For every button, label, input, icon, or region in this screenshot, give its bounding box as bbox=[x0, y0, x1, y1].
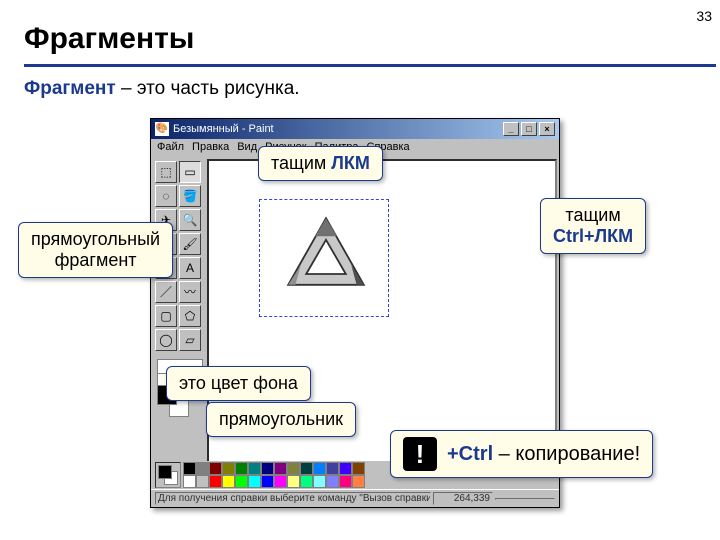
callout-bg-color: это цвет фона bbox=[166, 366, 311, 401]
close-button[interactable]: × bbox=[539, 122, 555, 136]
tool-text[interactable]: A bbox=[179, 257, 201, 279]
palette-swatch[interactable] bbox=[183, 475, 196, 488]
tool-freeform-select[interactable]: ⬚ bbox=[155, 161, 177, 183]
triangle-shape bbox=[281, 211, 371, 301]
tool-polygon[interactable]: ⬠ bbox=[179, 305, 201, 327]
callout-ctrl-lmb: тащим Ctrl+ЛКМ bbox=[540, 198, 646, 254]
note-bang-icon: ! bbox=[403, 437, 437, 471]
statusbar: Для получения справки выберите команду "… bbox=[151, 489, 559, 507]
note-text: +Ctrl – копирование! bbox=[447, 443, 640, 466]
slide-number: 33 bbox=[696, 8, 712, 24]
palette-swatch[interactable] bbox=[352, 475, 365, 488]
titlebar: 🎨 Безымянный - Paint _ □ × bbox=[151, 119, 559, 139]
callout-lmb-hl: ЛКМ bbox=[331, 153, 370, 173]
callout-rect-fragment: прямоугольный фрагмент bbox=[18, 222, 173, 278]
tool-brush[interactable]: 🖌 bbox=[179, 233, 201, 255]
status-coords: 264,339 bbox=[433, 492, 493, 505]
menu-edit[interactable]: Правка bbox=[192, 141, 229, 155]
palette-grid bbox=[183, 462, 365, 488]
callout-select-rect: прямоугольник bbox=[206, 402, 356, 437]
minimize-button[interactable]: _ bbox=[503, 122, 519, 136]
callout-ctrl-text2: Ctrl+ЛКМ bbox=[553, 226, 633, 247]
palette-swatch[interactable] bbox=[196, 475, 209, 488]
callout-rect-frag-b: фрагмент bbox=[31, 250, 160, 271]
tool-rect[interactable]: ▢ bbox=[155, 305, 177, 327]
palette-swatch[interactable] bbox=[235, 475, 248, 488]
palette-swatch[interactable] bbox=[222, 462, 235, 475]
palette-swatch[interactable] bbox=[326, 475, 339, 488]
note-ctrl-copy: ! +Ctrl – копирование! bbox=[390, 430, 653, 478]
callout-lmb: тащим ЛКМ bbox=[258, 146, 383, 181]
definition-rest: – это часть рисунка. bbox=[116, 78, 300, 99]
callout-bg-text: это цвет фона bbox=[179, 373, 298, 393]
palette-swatch[interactable] bbox=[274, 462, 287, 475]
palette-swatch[interactable] bbox=[274, 475, 287, 488]
definition-term: Фрагмент bbox=[24, 78, 116, 99]
palette-swatch[interactable] bbox=[183, 462, 196, 475]
note-prefix: +Ctrl bbox=[447, 443, 493, 465]
callout-lmb-text: тащим bbox=[271, 153, 331, 173]
palette-swatch[interactable] bbox=[235, 462, 248, 475]
palette-swatch[interactable] bbox=[222, 475, 235, 488]
title-rule bbox=[24, 64, 716, 67]
palette-swatch[interactable] bbox=[313, 475, 326, 488]
palette-swatch[interactable] bbox=[248, 462, 261, 475]
tool-rect-select[interactable]: ▭ bbox=[179, 161, 201, 183]
menu-view[interactable]: Вид bbox=[237, 141, 257, 155]
palette-swatch[interactable] bbox=[300, 462, 313, 475]
palette-swatch[interactable] bbox=[352, 462, 365, 475]
palette-preview[interactable] bbox=[155, 462, 181, 488]
palette-swatch[interactable] bbox=[287, 462, 300, 475]
tool-roundrect[interactable]: ▱ bbox=[179, 329, 201, 351]
palette-swatch[interactable] bbox=[339, 462, 352, 475]
tool-line[interactable]: ／ bbox=[155, 281, 177, 303]
palette-swatch[interactable] bbox=[287, 475, 300, 488]
palette-swatch[interactable] bbox=[326, 462, 339, 475]
menu-file[interactable]: Файл bbox=[157, 141, 184, 155]
callout-rect-frag-a: прямоугольный bbox=[31, 229, 160, 250]
tool-fill[interactable]: 🪣 bbox=[179, 185, 201, 207]
palette-swatch[interactable] bbox=[313, 462, 326, 475]
palette-swatch[interactable] bbox=[196, 462, 209, 475]
window-title: Безымянный - Paint bbox=[173, 123, 274, 135]
status-help: Для получения справки выберите команду "… bbox=[155, 492, 431, 505]
callout-ctrl-text1: тащим bbox=[553, 205, 633, 226]
maximize-button[interactable]: □ bbox=[521, 122, 537, 136]
tool-curve[interactable]: 〰 bbox=[179, 281, 201, 303]
tool-magnify[interactable]: 🔍 bbox=[179, 209, 201, 231]
palette-swatch[interactable] bbox=[261, 462, 274, 475]
app-icon: 🎨 bbox=[155, 122, 169, 136]
definition-text: Фрагмент – это часть рисунка. bbox=[24, 78, 300, 100]
callout-selrect-text: прямоугольник bbox=[219, 409, 343, 429]
palette-swatch[interactable] bbox=[209, 462, 222, 475]
palette-swatch[interactable] bbox=[300, 475, 313, 488]
tool-ellipse[interactable]: ◯ bbox=[155, 329, 177, 351]
palette-swatch[interactable] bbox=[261, 475, 274, 488]
palette-swatch[interactable] bbox=[248, 475, 261, 488]
palette-swatch[interactable] bbox=[209, 475, 222, 488]
status-size bbox=[495, 498, 555, 500]
note-rest: – копирование! bbox=[493, 443, 640, 465]
tool-eraser[interactable]: ◌ bbox=[155, 185, 177, 207]
palette-swatch[interactable] bbox=[339, 475, 352, 488]
page-title: Фрагменты bbox=[24, 22, 194, 56]
